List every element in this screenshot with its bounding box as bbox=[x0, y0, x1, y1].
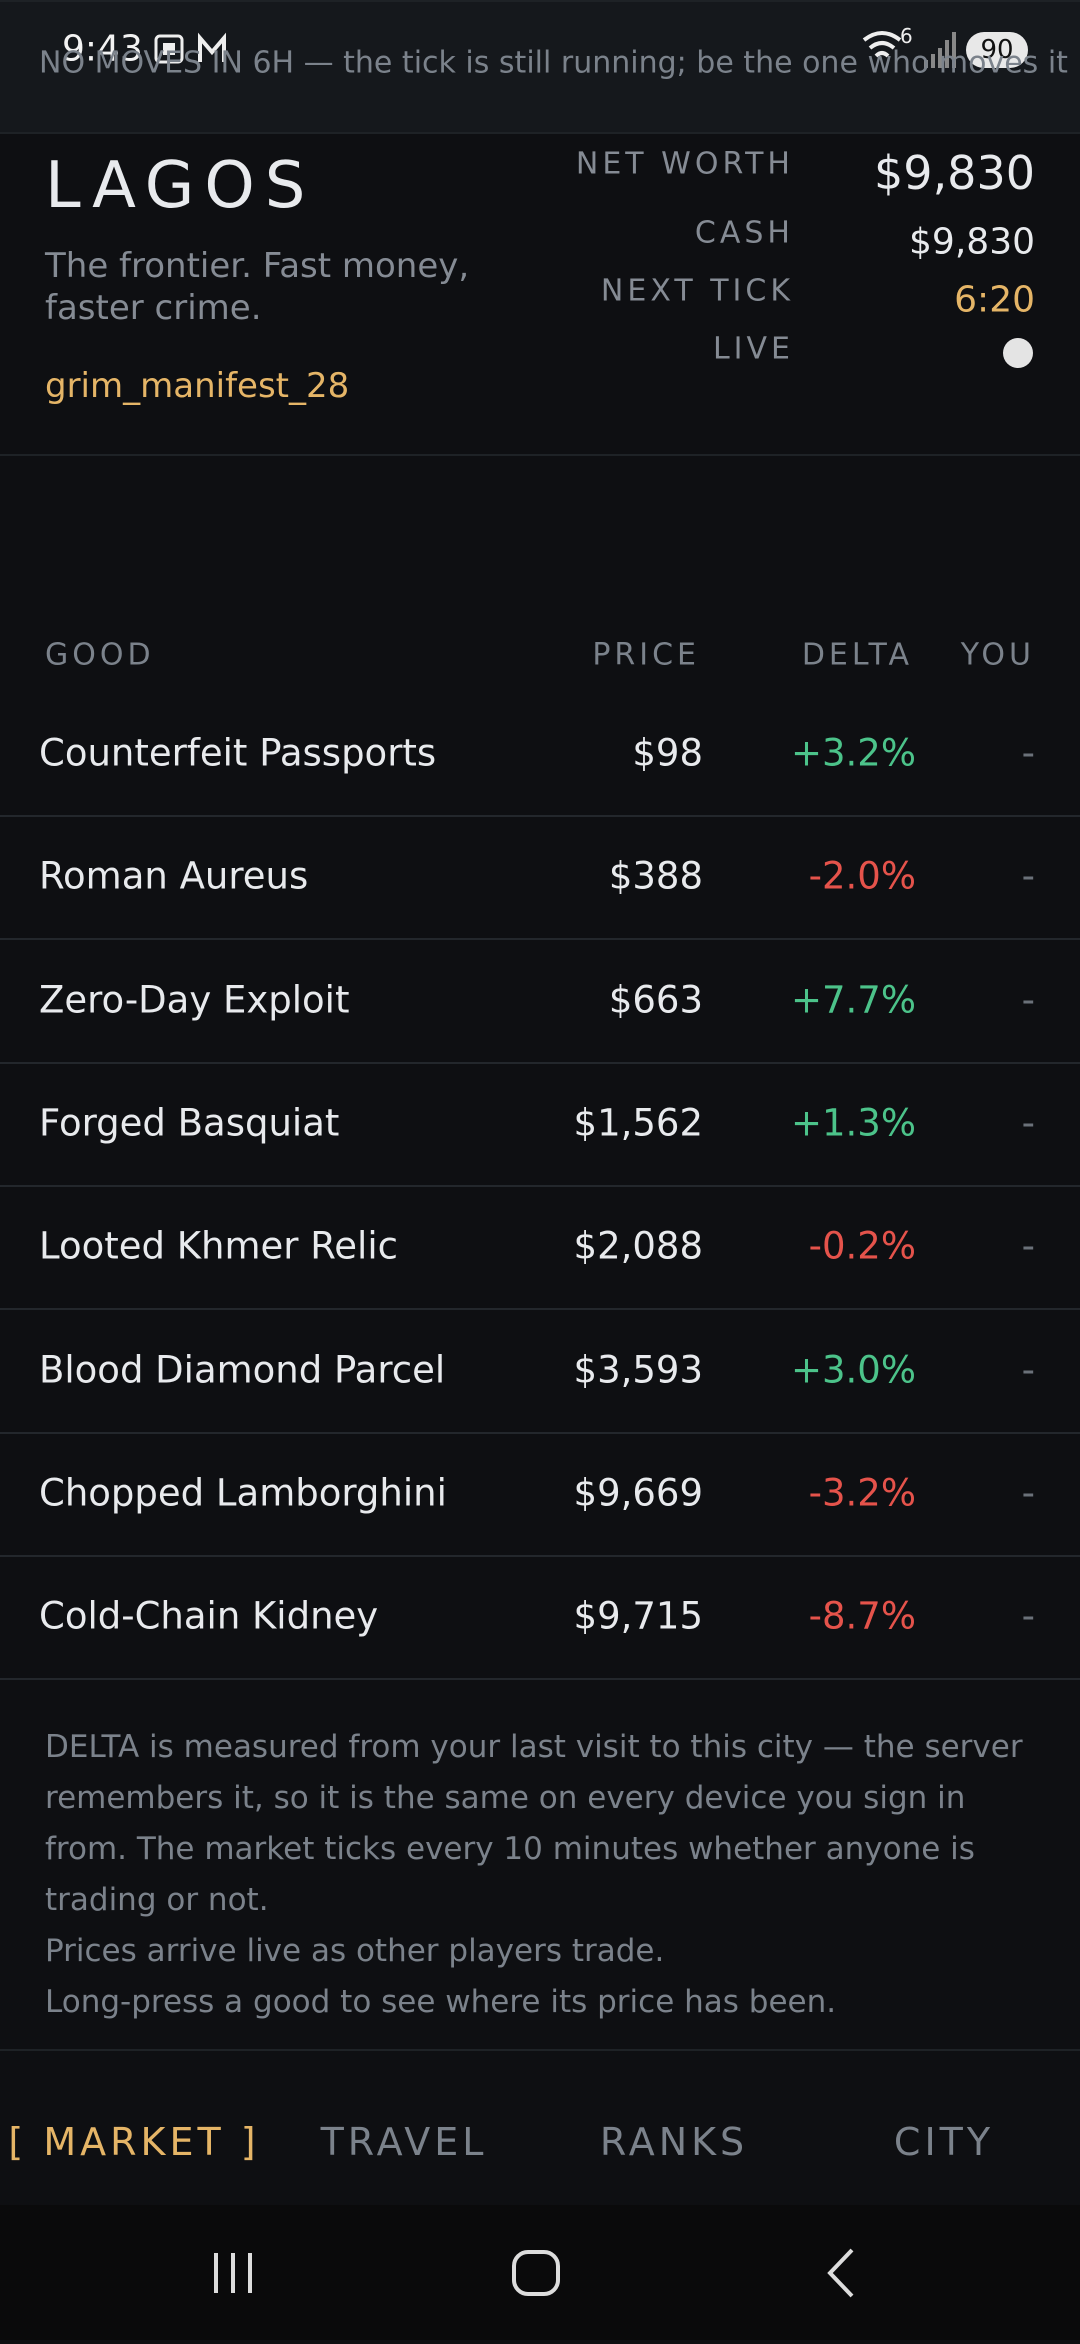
live-indicator bbox=[1003, 338, 1033, 368]
delta: -2.0% bbox=[808, 854, 916, 898]
column-header: YOU bbox=[960, 637, 1035, 673]
good-name: Blood Diamond Parcel bbox=[39, 1348, 446, 1391]
banner-text: NO MOVES IN 6H — the tick is still runni… bbox=[39, 45, 1068, 81]
column-header: PRICE bbox=[592, 637, 700, 673]
price: $388 bbox=[608, 854, 703, 898]
stat-value: 6:20 bbox=[954, 279, 1035, 321]
delta: -0.2% bbox=[808, 1224, 916, 1268]
good-name: Zero-Day Exploit bbox=[39, 978, 350, 1022]
delta: +1.3% bbox=[790, 1101, 916, 1145]
holding: - bbox=[1021, 1594, 1035, 1638]
price: $663 bbox=[608, 978, 703, 1022]
stat-label: CASH bbox=[694, 215, 794, 251]
holding: - bbox=[1021, 854, 1035, 898]
system-nav-icons bbox=[214, 2248, 854, 2298]
price: $98 bbox=[632, 731, 703, 775]
market-row[interactable]: Counterfeit Passports $98 +3.2% - bbox=[0, 692, 1080, 817]
recents-button[interactable] bbox=[214, 2253, 252, 2293]
good-name: Roman Aureus bbox=[39, 854, 309, 898]
note-line: Prices arrive live as other players trad… bbox=[45, 1933, 665, 1969]
banner: NO MOVES IN 6H — the tick is still runni… bbox=[0, 0, 1080, 134]
market-row[interactable]: Cold-Chain Kidney $9,715 -8.7% - bbox=[0, 1555, 1080, 1681]
nav-tab[interactable]: CITY bbox=[893, 2120, 995, 2164]
stat-value: $9,830 bbox=[874, 146, 1035, 200]
home-button[interactable] bbox=[512, 2250, 560, 2296]
market-row[interactable]: Looted Khmer Relic $2,088 -0.2% - bbox=[0, 1185, 1080, 1311]
delta: -8.7% bbox=[808, 1594, 916, 1638]
note-line: Long-press a good to see where its price… bbox=[45, 1984, 837, 2020]
status-icons bbox=[154, 32, 226, 64]
holding: - bbox=[1021, 1224, 1035, 1268]
market-row[interactable]: Roman Aureus $388 -2.0% - bbox=[0, 815, 1080, 941]
good-name: Cold-Chain Kidney bbox=[39, 1594, 379, 1638]
delta: +3.2% bbox=[790, 731, 916, 775]
market-row[interactable]: Zero-Day Exploit $663 +7.7% - bbox=[0, 939, 1080, 1064]
price: $9,669 bbox=[573, 1471, 703, 1515]
city-name: LAGOS bbox=[45, 149, 316, 223]
market-row[interactable]: Chopped Lamborghini $9,669 -3.2% - bbox=[0, 1432, 1080, 1557]
nav-tab[interactable]: [ MARKET ] bbox=[8, 2120, 260, 2164]
holding: - bbox=[1021, 1348, 1035, 1391]
nav-tab[interactable]: TRAVEL bbox=[320, 2120, 488, 2164]
delta: +3.0% bbox=[790, 1348, 916, 1391]
market-row[interactable]: Forged Basquiat $1,562 +1.3% - bbox=[0, 1062, 1080, 1187]
holding: - bbox=[1021, 731, 1035, 775]
battery: 90 bbox=[966, 32, 1028, 68]
market-row[interactable]: Blood Diamond Parcel $3,593 +3.0% - bbox=[0, 1309, 1080, 1434]
column-header: GOOD bbox=[45, 637, 155, 673]
price: $9,715 bbox=[573, 1594, 703, 1638]
good-name: Forged Basquiat bbox=[39, 1101, 340, 1145]
delta: -3.2% bbox=[808, 1471, 916, 1515]
divider bbox=[0, 454, 1080, 456]
holding: - bbox=[1021, 1101, 1035, 1145]
system-nav-bar bbox=[0, 2205, 1080, 2340]
price: $2,088 bbox=[573, 1224, 703, 1268]
good-name: Looted Khmer Relic bbox=[39, 1224, 398, 1268]
note: DELTA is measured from your last visit t… bbox=[45, 1722, 1055, 2028]
column-header: DELTA bbox=[801, 637, 913, 673]
status-time: 9:43 bbox=[62, 28, 143, 70]
city-tagline: The frontier. Fast money, faster crime. bbox=[45, 246, 470, 328]
note-line: DELTA is measured from your last visit t… bbox=[45, 1729, 1023, 1918]
holding: - bbox=[1021, 978, 1035, 1022]
stat-label: NEXT TICK bbox=[600, 273, 794, 309]
stat-label: NET WORTH bbox=[575, 146, 794, 182]
wifi-badge: 6 bbox=[900, 24, 913, 48]
username: grim_manifest_28 bbox=[45, 366, 350, 406]
price: $1,562 bbox=[573, 1101, 703, 1145]
price: $3,593 bbox=[573, 1348, 703, 1391]
back-button[interactable] bbox=[827, 2248, 854, 2298]
good-name: Chopped Lamborghini bbox=[39, 1471, 447, 1515]
good-name: Counterfeit Passports bbox=[39, 731, 437, 775]
signal-icons bbox=[862, 31, 956, 68]
nav-tab[interactable]: RANKS bbox=[599, 2120, 749, 2164]
holding: - bbox=[1021, 1471, 1035, 1515]
divider bbox=[0, 2049, 1080, 2051]
delta: +7.7% bbox=[790, 978, 916, 1022]
stat-value: $9,830 bbox=[909, 221, 1035, 263]
stat-label: LIVE bbox=[712, 331, 794, 367]
